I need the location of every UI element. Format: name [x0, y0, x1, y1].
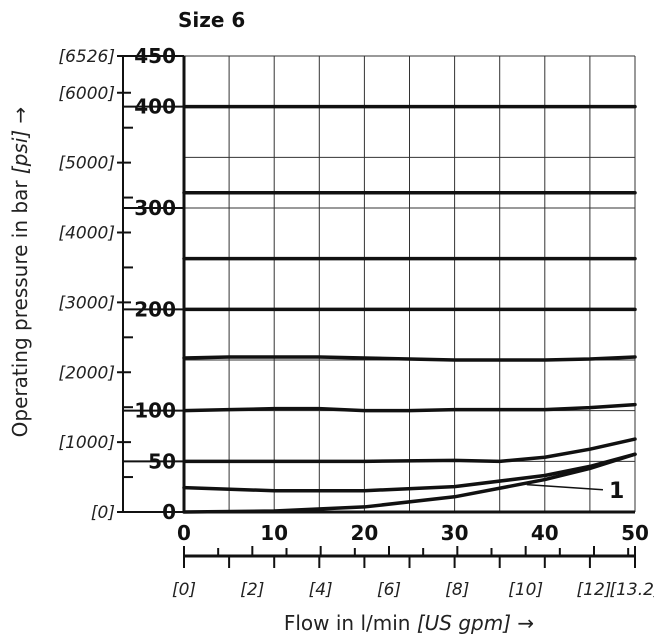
series-line-6: [182, 402, 637, 413]
psi-tick-label: [1000]: [58, 433, 115, 453]
y-axis-label-main: Operating pressure in bar: [8, 174, 32, 437]
y-axis-label: Operating pressure in bar [psi] →: [8, 107, 32, 438]
psi-tick-label: [0]: [91, 503, 115, 523]
x-tick-label: 10: [260, 521, 288, 545]
y-tick-label: 100: [134, 399, 176, 423]
grid: [184, 55, 636, 512]
psi-tick-label: [3000]: [58, 293, 115, 313]
y-tick-label: 50: [148, 449, 176, 473]
gpm-tick-label: [6]: [377, 580, 401, 600]
x-tick-label: 0: [177, 521, 191, 545]
x-axis-label-main: Flow in l/min: [284, 611, 417, 635]
psi-tick-label: [5000]: [58, 154, 115, 174]
gpm-tick-label: [2]: [240, 580, 264, 600]
x-tick-label: 50: [621, 521, 649, 545]
series-group: [182, 104, 637, 514]
y-tick-label: 0: [162, 500, 176, 524]
annotation-leader-line: [526, 483, 604, 491]
x-axis-label-unit: [US gpm]: [417, 611, 511, 635]
y-tick-label: 300: [134, 196, 176, 220]
gpm-tick-label: [8]: [445, 580, 469, 600]
y-tick-label: 450: [134, 44, 176, 68]
gpm-tick-label: [10]: [508, 580, 543, 600]
psi-tick-label: [6526]: [58, 47, 115, 67]
series-line-8: [182, 452, 637, 493]
gpm-tick-label: [4]: [309, 580, 333, 600]
y-axis-arrow: →: [8, 107, 32, 130]
psi-tick-label: [2000]: [58, 363, 115, 383]
x-tick-label: 40: [531, 521, 559, 545]
axes: [117, 55, 636, 568]
gpm-tick-label: [0]: [172, 580, 196, 600]
psi-tick-label: [4000]: [58, 224, 115, 244]
annotation-label: 1: [609, 479, 624, 504]
x-axis-arrow: →: [511, 611, 534, 635]
x-tick-label: 20: [350, 521, 378, 545]
y-axis-label-unit: [psi]: [8, 130, 32, 174]
series-line-7: [182, 437, 637, 464]
x-axis-label: Flow in l/min [US gpm] →: [284, 611, 534, 635]
series-line-5: [182, 355, 637, 362]
chart-title: Size 6: [178, 8, 245, 32]
psi-tick-label: [6000]: [58, 84, 115, 104]
annotations: 1: [526, 479, 624, 504]
y-tick-label: 400: [134, 95, 176, 119]
y-tick-label: 200: [134, 297, 176, 321]
gpm-tick-label: [12]: [577, 580, 612, 600]
tick-labels: 050100200300400450[0][1000][2000][3000][…: [8, 44, 654, 635]
gpm-tick-label: [13.2]: [609, 580, 654, 600]
x-tick-label: 30: [441, 521, 469, 545]
